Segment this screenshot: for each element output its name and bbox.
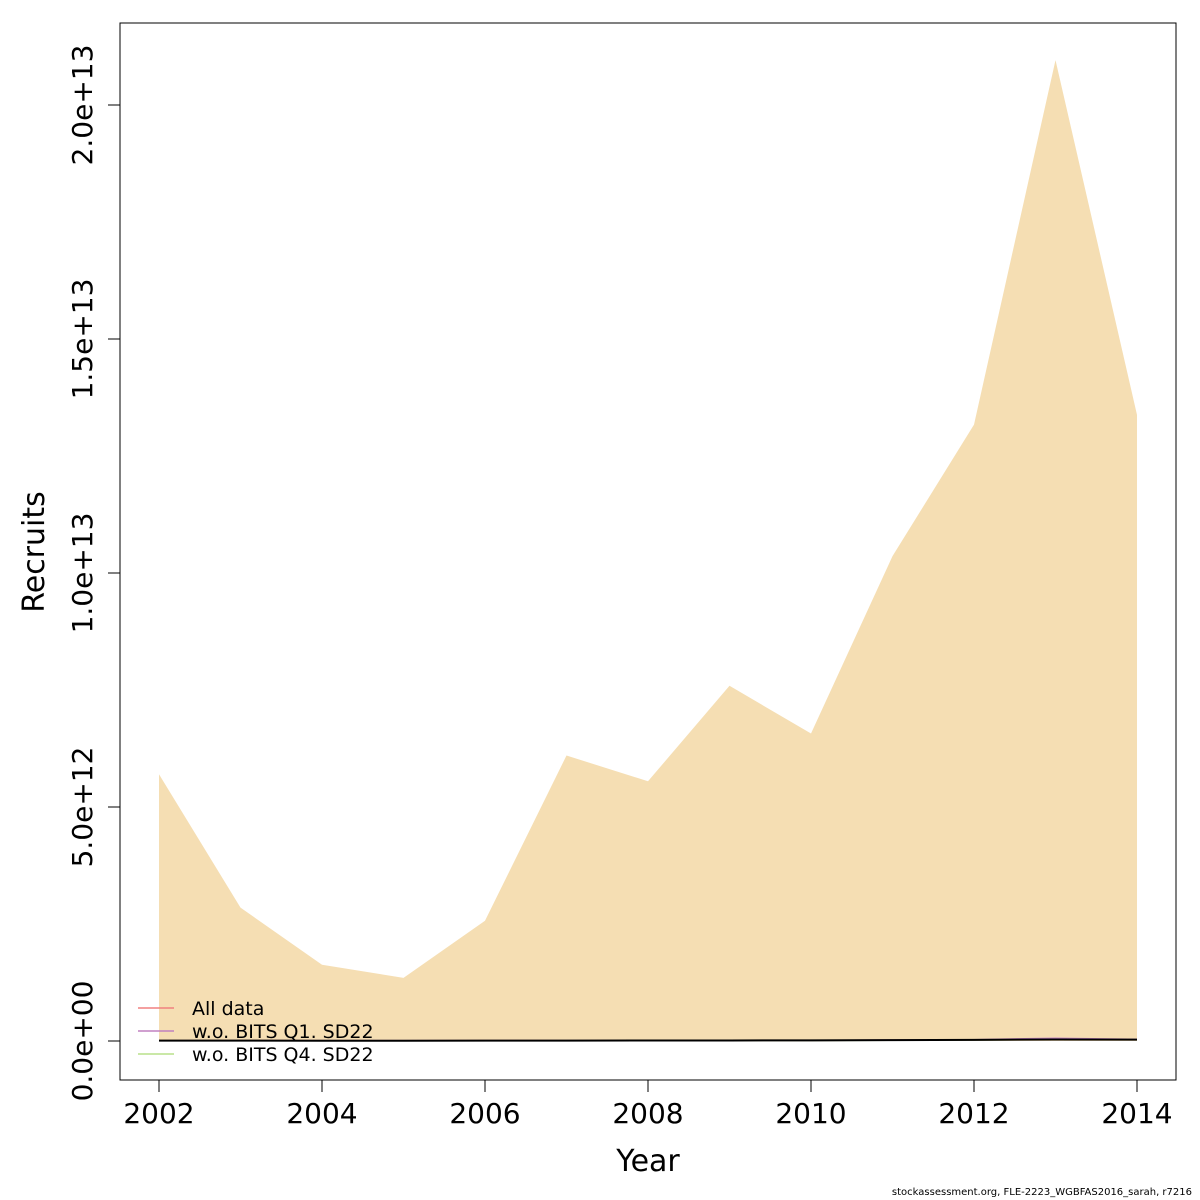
y-tick-label: 2.0e+13 — [66, 45, 99, 166]
legend-label: All data — [192, 998, 264, 1020]
x-axis-label: Year — [615, 1144, 680, 1179]
x-tick-label: 2008 — [612, 1097, 683, 1130]
x-axis: 2002 2004 2006 2008 2010 2012 2014 — [123, 1080, 1173, 1130]
y-axis: 0.0e+00 5.0e+12 1.0e+13 1.5e+13 2.0e+13 — [66, 45, 120, 1102]
y-tick-label: 0.0e+00 — [66, 981, 99, 1102]
series-lines-layer — [158, 1037, 1138, 1042]
x-tick-label: 2014 — [1101, 1097, 1172, 1130]
footer-credit: stockassessment.org, FLE-2223_WGBFAS2016… — [891, 1187, 1192, 1198]
x-tick-label: 2010 — [775, 1097, 846, 1130]
x-tick-label: 2004 — [286, 1097, 357, 1130]
x-tick-label: 2006 — [449, 1097, 520, 1130]
x-tick-label: 2012 — [938, 1097, 1009, 1130]
x-tick-label: 2002 — [123, 1097, 194, 1130]
series-line-3 — [158, 1038, 1138, 1042]
y-tick-label: 5.0e+12 — [66, 747, 99, 868]
y-tick-label: 1.0e+13 — [66, 513, 99, 634]
y-tick-label: 1.5e+13 — [66, 279, 99, 400]
confidence-band-layer — [159, 60, 1137, 1041]
y-axis-label: Recruits — [17, 491, 52, 613]
legend-label: w.o. BITS Q4. SD22 — [192, 1044, 374, 1066]
legend-label: w.o. BITS Q1. SD22 — [192, 1021, 374, 1043]
confidence-band — [159, 60, 1137, 1041]
